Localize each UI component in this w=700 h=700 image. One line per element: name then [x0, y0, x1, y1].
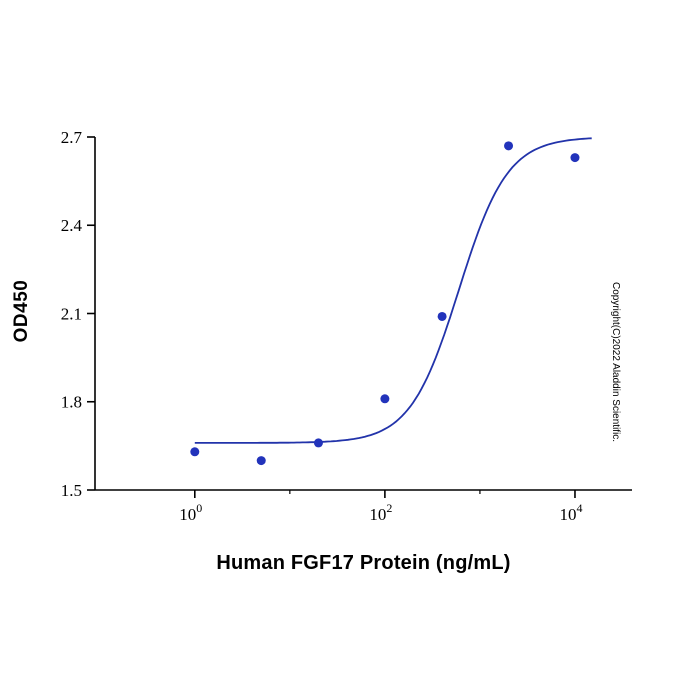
x-axis-title: Human FGF17 Protein (ng/mL)	[216, 552, 511, 574]
y-axis-title: OD450	[11, 279, 32, 343]
data-point	[380, 394, 390, 404]
data-point	[504, 141, 514, 151]
data-point	[256, 456, 266, 466]
data-point	[437, 311, 447, 321]
y-tick-label: 1.5	[61, 481, 82, 500]
y-tick-label: 2.4	[61, 216, 83, 235]
data-point	[190, 447, 200, 457]
x-tick-label: 104	[559, 501, 582, 524]
copyright-watermark: Copyright(C)2022 Aladdin Scientific.	[610, 282, 621, 443]
data-point	[570, 153, 580, 163]
y-tick-label: 2.1	[61, 304, 82, 323]
x-tick-label: 100	[179, 501, 202, 524]
data-point	[313, 438, 323, 448]
x-tick-label: 102	[369, 501, 392, 524]
fit-curve	[194, 137, 592, 444]
y-tick-label: 1.8	[61, 393, 82, 412]
y-tick-label: 2.7	[61, 128, 83, 147]
